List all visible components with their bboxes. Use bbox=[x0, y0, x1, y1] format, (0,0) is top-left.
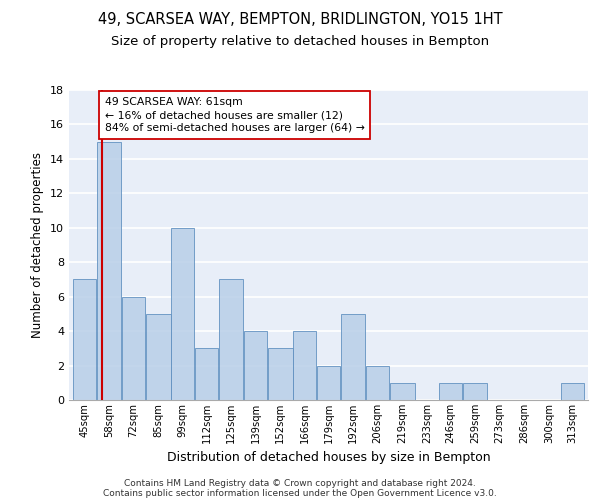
Bar bbox=[463, 383, 487, 400]
Bar bbox=[317, 366, 340, 400]
Bar bbox=[122, 296, 145, 400]
Bar bbox=[268, 348, 293, 400]
Text: Contains public sector information licensed under the Open Government Licence v3: Contains public sector information licen… bbox=[103, 488, 497, 498]
Bar bbox=[390, 383, 415, 400]
Bar bbox=[439, 383, 462, 400]
Text: Contains HM Land Registry data © Crown copyright and database right 2024.: Contains HM Land Registry data © Crown c… bbox=[124, 478, 476, 488]
Y-axis label: Number of detached properties: Number of detached properties bbox=[31, 152, 44, 338]
Bar bbox=[561, 383, 584, 400]
Bar bbox=[293, 331, 316, 400]
Bar bbox=[146, 314, 170, 400]
Text: 49, SCARSEA WAY, BEMPTON, BRIDLINGTON, YO15 1HT: 49, SCARSEA WAY, BEMPTON, BRIDLINGTON, Y… bbox=[98, 12, 502, 28]
Bar bbox=[341, 314, 365, 400]
Text: Size of property relative to detached houses in Bempton: Size of property relative to detached ho… bbox=[111, 35, 489, 48]
Bar bbox=[73, 280, 96, 400]
Bar bbox=[244, 331, 267, 400]
Bar bbox=[195, 348, 218, 400]
Bar bbox=[97, 142, 121, 400]
Bar bbox=[219, 280, 244, 400]
Text: 49 SCARSEA WAY: 61sqm
← 16% of detached houses are smaller (12)
84% of semi-deta: 49 SCARSEA WAY: 61sqm ← 16% of detached … bbox=[104, 97, 364, 134]
Bar bbox=[366, 366, 389, 400]
X-axis label: Distribution of detached houses by size in Bempton: Distribution of detached houses by size … bbox=[167, 452, 490, 464]
Bar bbox=[172, 228, 194, 400]
